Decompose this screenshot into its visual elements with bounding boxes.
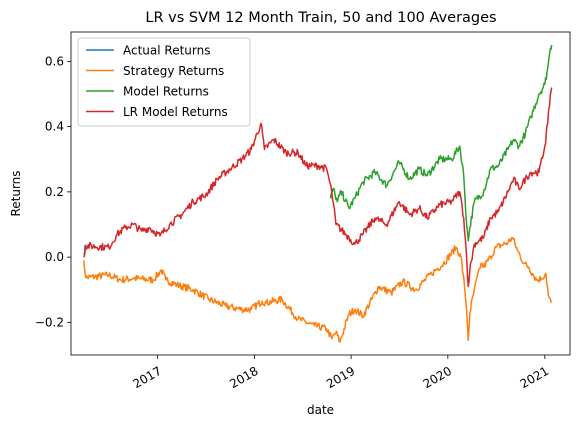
y-tick-label: 0.6 bbox=[45, 54, 64, 68]
y-axis: −0.2 0.0 0.2 0.4 0.6 bbox=[35, 54, 71, 329]
y-axis-title: Returns bbox=[9, 170, 23, 216]
legend-box bbox=[77, 37, 251, 127]
x-axis-title: date bbox=[307, 403, 334, 417]
legend-label-actual-returns: Actual Returns bbox=[123, 44, 210, 58]
legend-label-lr-model-returns: LR Model Returns bbox=[123, 105, 228, 119]
y-tick-label: 0.2 bbox=[45, 185, 64, 199]
legend: Actual Returns Strategy Returns Model Retu… bbox=[77, 37, 251, 127]
legend-label-strategy-returns: Strategy Returns bbox=[123, 64, 224, 78]
series-line-strategy-returns bbox=[82, 236, 552, 343]
y-tick-label: 0.0 bbox=[45, 250, 64, 264]
plot-frame bbox=[70, 31, 571, 356]
y-tick-label: −0.2 bbox=[35, 315, 64, 329]
y-tick-label: 0.4 bbox=[45, 120, 64, 134]
plot-area bbox=[82, 44, 553, 343]
series-line-model-returns bbox=[329, 44, 553, 242]
chart-title: LR vs SVM 12 Month Train, 50 and 100 Ave… bbox=[145, 10, 496, 26]
legend-label-model-returns: Model Returns bbox=[123, 85, 209, 99]
series-line-lr-model-returns bbox=[83, 87, 553, 288]
